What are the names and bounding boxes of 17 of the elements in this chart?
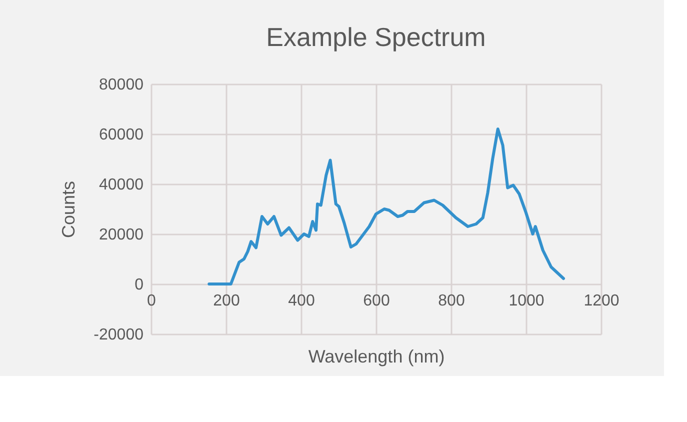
y-tick-label: -20000 xyxy=(94,326,144,344)
y-tick-label: 80000 xyxy=(99,76,144,94)
x-axis-title: Wavelength (nm) xyxy=(308,346,445,366)
x-tick-label: 200 xyxy=(213,292,240,310)
y-tick-label: 60000 xyxy=(99,126,144,144)
y-tick-label: 20000 xyxy=(99,226,144,244)
y-axis-title: Counts xyxy=(58,180,79,238)
y-tick-label: 0 xyxy=(134,276,144,294)
x-tick-label: 0 xyxy=(147,292,156,310)
line-series xyxy=(208,128,565,286)
y-tick-label: 40000 xyxy=(99,176,144,194)
x-tick-label: 400 xyxy=(288,292,315,310)
x-tick-label: 1000 xyxy=(508,292,544,310)
x-tick-label: 600 xyxy=(363,292,390,310)
chart-title: Example Spectrum xyxy=(266,22,486,52)
x-tick-label: 800 xyxy=(438,292,465,310)
x-tick-label: 1200 xyxy=(584,292,620,310)
